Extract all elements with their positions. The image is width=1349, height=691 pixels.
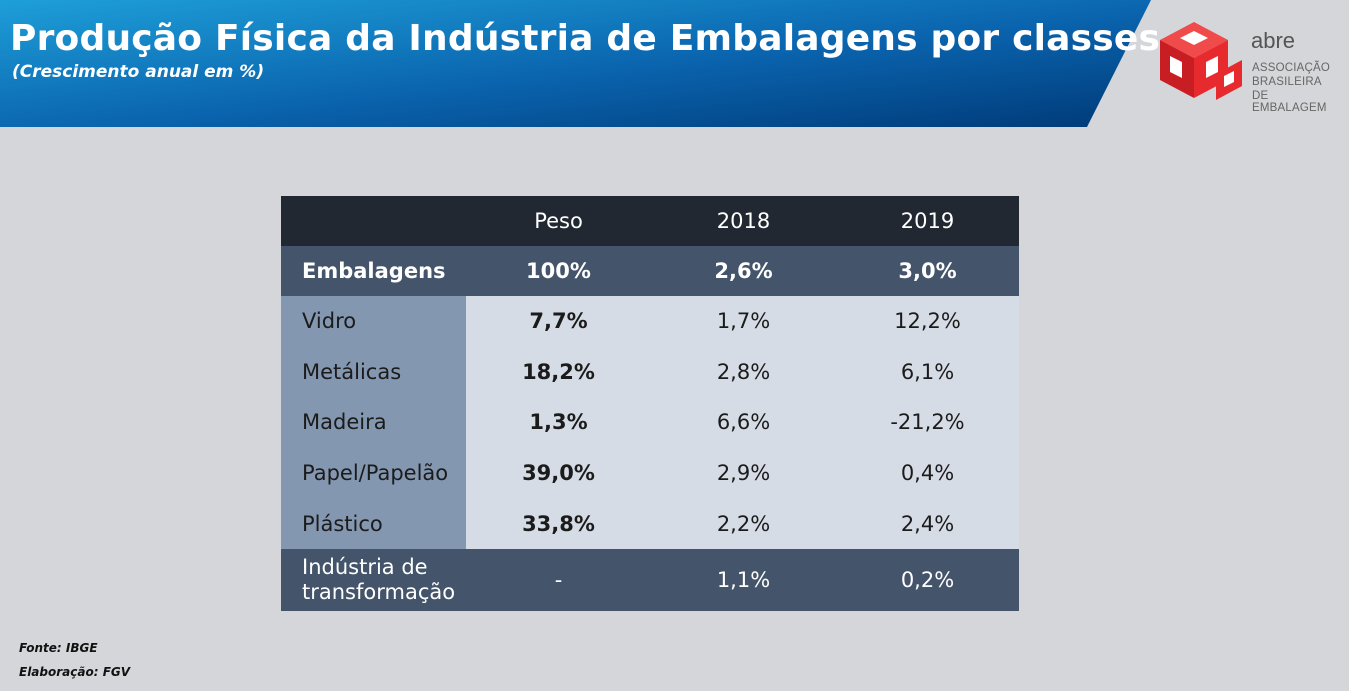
footer-label-line-1: Indústria de [302,554,428,579]
table-row: Vidro 7,7% 1,7% 12,2% [281,296,1019,347]
row-2019: 2,4% [836,498,1019,549]
row-label: Vidro [281,296,466,347]
row-2018: 1,7% [651,296,836,347]
footer-label: Indústria de transformação [281,549,466,611]
logo-name: abre [1251,28,1296,53]
header-cell-label [281,196,466,246]
header-cell-2018: 2018 [716,209,771,233]
row-2018: 2,2% [651,498,836,549]
header-background [0,0,1151,127]
row-peso: 18,2% [466,346,651,398]
total-2019: 3,0% [898,259,957,283]
table-row: Plástico 33,8% 2,2% 2,4% [281,498,1019,549]
row-peso: 7,7% [466,296,651,347]
header-cell-peso: Peso [534,209,583,233]
abre-logo: abre ASSOCIAÇÃO BRASILEIRA DE EMBALAGEM [1154,18,1344,114]
footer-label-line-2: transformação [302,579,456,604]
row-2019: -21,2% [836,397,1019,448]
row-label: Plástico [281,498,466,549]
logo-line-2: BRASILEIRA [1252,76,1322,88]
table-row: Metálicas 18,2% 2,8% 6,1% [281,346,1019,398]
row-2018: 2,8% [651,346,836,398]
row-2019: 12,2% [836,296,1019,347]
abre-cube-logo-icon [1160,22,1242,100]
row-peso: 33,8% [466,498,651,549]
total-peso: 100% [526,259,591,283]
page-subtitle: (Crescimento anual em %) [12,62,265,82]
row-2019: 0,4% [836,447,1019,499]
row-label: Metálicas [281,346,466,398]
page-title: Produção Física da Indústria de Embalage… [10,18,1161,59]
footer-2019: 0,2% [900,567,955,592]
table-header-row: Peso 2018 2019 [281,196,1019,246]
table-row: Papel/Papelão 39,0% 2,9% 0,4% [281,447,1019,499]
logo-line-3: DE EMBALAGEM [1252,90,1327,114]
total-2018: 2,6% [714,259,773,283]
header-band: Produção Física da Indústria de Embalage… [0,0,1349,127]
row-peso: 1,3% [466,397,651,448]
table-total-row: Embalagens 100% 2,6% 3,0% [281,246,1019,296]
row-label: Madeira [281,397,466,448]
table-row: Madeira 1,3% 6,6% -21,2% [281,397,1019,448]
logo-line-1: ASSOCIAÇÃO [1252,62,1331,74]
data-table: Peso 2018 2019 Embalagens 100% 2,6% 3,0%… [281,196,1019,611]
row-label: Papel/Papelão [281,447,466,499]
footer-2018: 1,1% [716,567,771,592]
row-peso: 39,0% [466,447,651,499]
row-2018: 6,6% [651,397,836,448]
source-note: Fonte: IBGE [19,641,98,655]
elaboration-note: Elaboração: FGV [19,665,131,679]
row-2018: 2,9% [651,447,836,499]
total-label: Embalagens [302,259,446,283]
row-2019: 6,1% [836,346,1019,398]
table-footer-row: Indústria de transformação - 1,1% 0,2% [281,548,1019,611]
footer-peso: - [554,567,563,592]
header-cell-2019: 2019 [900,209,955,233]
